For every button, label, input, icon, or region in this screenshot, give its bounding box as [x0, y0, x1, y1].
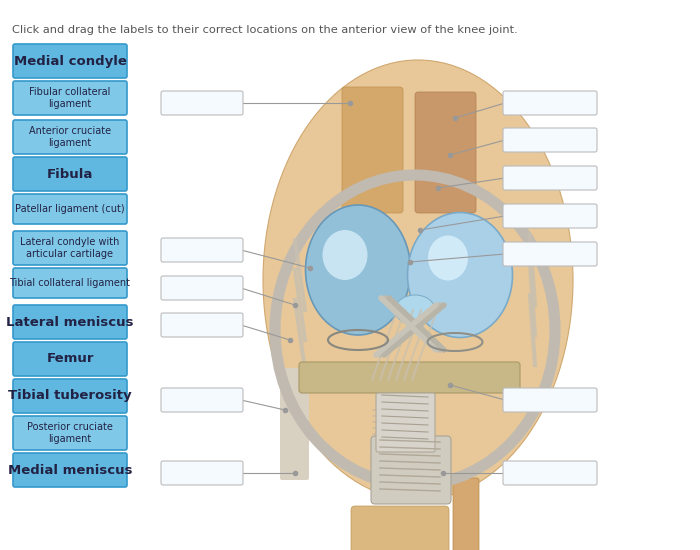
FancyBboxPatch shape: [503, 204, 597, 228]
FancyBboxPatch shape: [415, 92, 476, 213]
Text: Lateral condyle with
articular cartilage: Lateral condyle with articular cartilage: [20, 237, 120, 259]
FancyBboxPatch shape: [161, 276, 243, 300]
FancyBboxPatch shape: [299, 362, 520, 393]
FancyBboxPatch shape: [13, 81, 127, 115]
FancyBboxPatch shape: [280, 370, 309, 474]
Text: Click and drag the labels to their correct locations on the anterior view of the: Click and drag the labels to their corre…: [12, 25, 518, 35]
Text: Patellar ligament (cut): Patellar ligament (cut): [15, 204, 125, 214]
Text: Posterior cruciate
ligament: Posterior cruciate ligament: [27, 422, 113, 444]
Ellipse shape: [305, 205, 410, 335]
FancyBboxPatch shape: [503, 128, 597, 152]
FancyBboxPatch shape: [453, 478, 479, 550]
FancyBboxPatch shape: [13, 416, 127, 450]
FancyBboxPatch shape: [161, 388, 243, 412]
Bar: [235, 40, 640, 510]
FancyBboxPatch shape: [280, 372, 309, 476]
FancyBboxPatch shape: [280, 374, 309, 478]
Text: Femur: Femur: [46, 353, 94, 366]
Ellipse shape: [323, 230, 368, 280]
FancyBboxPatch shape: [13, 379, 127, 413]
FancyBboxPatch shape: [13, 231, 127, 265]
FancyBboxPatch shape: [13, 453, 127, 487]
FancyBboxPatch shape: [376, 393, 435, 452]
Text: Tibial collateral ligament: Tibial collateral ligament: [10, 278, 130, 288]
FancyBboxPatch shape: [161, 238, 243, 262]
FancyBboxPatch shape: [13, 305, 127, 339]
FancyBboxPatch shape: [161, 461, 243, 485]
FancyBboxPatch shape: [280, 368, 309, 472]
Text: Medial meniscus: Medial meniscus: [8, 464, 132, 476]
FancyBboxPatch shape: [161, 91, 243, 115]
FancyBboxPatch shape: [13, 194, 127, 224]
FancyBboxPatch shape: [280, 376, 309, 480]
FancyBboxPatch shape: [161, 313, 243, 337]
FancyBboxPatch shape: [503, 91, 597, 115]
FancyBboxPatch shape: [342, 87, 403, 213]
FancyBboxPatch shape: [371, 436, 451, 504]
Text: Tibial tuberosity: Tibial tuberosity: [8, 389, 132, 403]
FancyBboxPatch shape: [503, 166, 597, 190]
Text: Fibula: Fibula: [47, 168, 93, 180]
Ellipse shape: [263, 60, 573, 500]
FancyBboxPatch shape: [503, 461, 597, 485]
Text: Anterior cruciate
ligament: Anterior cruciate ligament: [29, 126, 111, 148]
FancyBboxPatch shape: [13, 120, 127, 154]
FancyBboxPatch shape: [503, 388, 597, 412]
FancyBboxPatch shape: [351, 506, 449, 550]
Text: Medial condyle: Medial condyle: [13, 54, 127, 68]
Ellipse shape: [395, 295, 435, 325]
FancyBboxPatch shape: [13, 44, 127, 78]
FancyBboxPatch shape: [503, 242, 597, 266]
Text: Fibular collateral
ligament: Fibular collateral ligament: [29, 87, 111, 109]
FancyBboxPatch shape: [13, 157, 127, 191]
Ellipse shape: [428, 235, 468, 280]
FancyBboxPatch shape: [13, 342, 127, 376]
Text: Lateral meniscus: Lateral meniscus: [6, 316, 134, 328]
FancyBboxPatch shape: [13, 268, 127, 298]
Ellipse shape: [407, 212, 512, 338]
